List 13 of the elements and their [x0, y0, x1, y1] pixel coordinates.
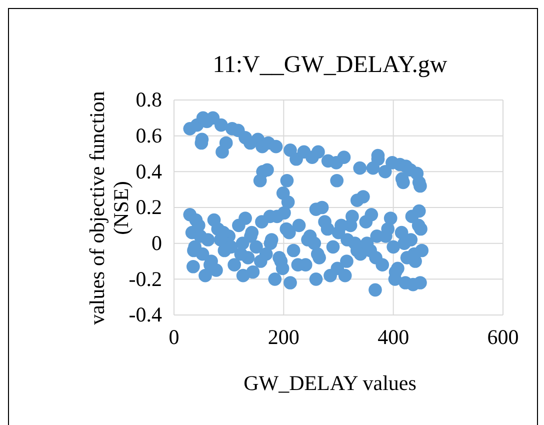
- x-tick-label: 400: [378, 324, 410, 349]
- y-tick-label: -0.4: [128, 302, 162, 327]
- y-tick-label: -0.2: [128, 266, 162, 291]
- x-tick-label: 600: [487, 324, 519, 349]
- y-tick-label: 0.4: [136, 159, 162, 184]
- chart-title: 11:V__GW_DELAY.gw: [212, 52, 448, 78]
- y-tick-label: 0.6: [136, 124, 162, 148]
- y-tick-label: 0.2: [136, 195, 162, 220]
- x-tick-label: 0: [168, 324, 180, 349]
- y-tick-label: 0.8: [136, 88, 162, 112]
- y-tick-label: 0: [152, 231, 162, 256]
- x-axis-title: GW_DELAY values: [244, 371, 416, 395]
- x-tick-label: 200: [268, 324, 300, 349]
